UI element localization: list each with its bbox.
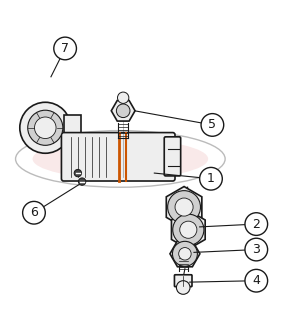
Circle shape (172, 241, 197, 266)
Circle shape (28, 110, 63, 145)
Ellipse shape (33, 139, 208, 179)
Circle shape (179, 248, 191, 260)
Circle shape (176, 281, 190, 294)
Text: 5: 5 (208, 119, 217, 131)
Polygon shape (171, 210, 205, 249)
Text: 7: 7 (61, 42, 69, 55)
Circle shape (168, 191, 200, 223)
FancyBboxPatch shape (164, 137, 181, 176)
FancyBboxPatch shape (61, 132, 175, 181)
FancyBboxPatch shape (174, 275, 192, 287)
Circle shape (245, 238, 268, 261)
Text: SPECIALISTS: SPECIALISTS (91, 159, 150, 168)
Polygon shape (166, 187, 202, 228)
Circle shape (35, 117, 56, 138)
Circle shape (201, 114, 224, 136)
Text: 3: 3 (252, 243, 260, 256)
Circle shape (78, 178, 86, 185)
Circle shape (173, 214, 204, 245)
Circle shape (175, 198, 193, 216)
Polygon shape (111, 101, 135, 121)
Circle shape (54, 37, 76, 60)
Circle shape (200, 167, 222, 190)
Text: 4: 4 (252, 274, 260, 287)
Polygon shape (170, 241, 200, 267)
Circle shape (245, 213, 268, 235)
Text: 6: 6 (30, 206, 38, 219)
Circle shape (118, 92, 129, 103)
Circle shape (180, 221, 197, 238)
Text: EQUIPMENT: EQUIPMENT (93, 149, 148, 158)
Circle shape (23, 202, 45, 224)
Circle shape (74, 169, 82, 177)
Circle shape (116, 104, 130, 118)
Text: 2: 2 (252, 217, 260, 230)
Text: 1: 1 (207, 172, 215, 185)
FancyBboxPatch shape (64, 115, 81, 142)
Circle shape (20, 102, 71, 153)
Circle shape (245, 269, 268, 292)
